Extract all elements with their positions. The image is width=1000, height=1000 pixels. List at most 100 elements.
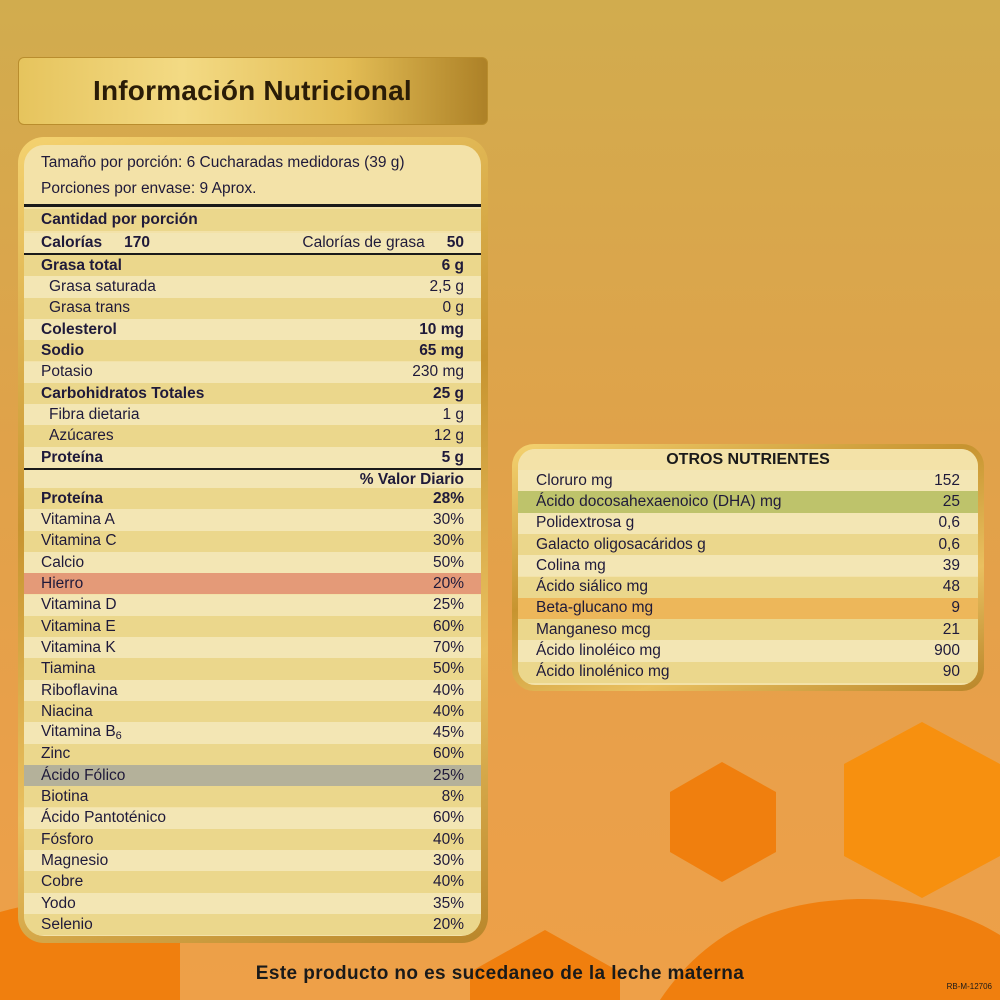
table-row: Proteína 5 g — [24, 446, 481, 468]
row-label: Vitamina E — [41, 617, 116, 635]
otros-row: Ácido linolénico mg 90 — [518, 661, 978, 683]
row-value: 90 — [942, 663, 960, 681]
page-title: Información Nutricional — [93, 75, 412, 106]
row-label: Colina mg — [536, 556, 606, 574]
row-value: 40% — [432, 830, 464, 848]
row-value: 45% — [432, 724, 464, 742]
row-value: 39 — [942, 556, 960, 574]
table-row: Grasa trans 0 g — [24, 297, 481, 319]
table-row: Potasio 230 mg — [24, 361, 481, 383]
table-row: Carbohidratos Totales 25 g — [24, 382, 481, 405]
row-label: Vitamina D — [41, 596, 117, 614]
table-row: Ácido Fólico 25% — [24, 764, 481, 787]
row-value: 30% — [432, 851, 464, 869]
row-value: 60% — [432, 745, 464, 763]
row-label: Carbohidratos Totales — [41, 384, 205, 402]
table-row: Grasa saturada 2,5 g — [24, 276, 481, 298]
row-label: Colesterol — [41, 320, 117, 338]
row-label: Biotina — [41, 788, 89, 806]
hexagon-bottom-left — [470, 930, 620, 1000]
row-value: 12 g — [433, 427, 464, 445]
table-row: Hierro 20% — [24, 573, 481, 595]
row-label: Grasa total — [41, 256, 122, 274]
table-row: Cobre 40% — [24, 871, 481, 893]
otros-row: Galacto oligosacáridos g 0,6 — [518, 533, 978, 556]
otros-title: OTROS NUTRIENTES — [518, 449, 978, 470]
row-value: 900 — [934, 642, 960, 660]
row-value: 0 g — [442, 299, 464, 317]
row-value: 60% — [432, 617, 464, 635]
row-value: 35% — [432, 894, 464, 912]
row-value: 1 g — [442, 405, 464, 423]
row-value: 40% — [432, 873, 464, 891]
table-row: Colesterol 10 mg — [24, 318, 481, 341]
row-value: 65 mg — [419, 342, 464, 360]
table-row: Yodo 35% — [24, 892, 481, 914]
row-value: 50% — [432, 660, 464, 678]
row-label: Hierro — [41, 575, 84, 593]
servings-per-container: Porciones por envase: 9 Aprox. — [41, 180, 257, 197]
row-label: Grasa trans — [49, 299, 130, 317]
otros-row: Beta-glucano mg 9 — [518, 597, 978, 620]
row-label: Polidextrosa g — [536, 514, 635, 532]
amount-header-row: Cantidad por porción — [24, 209, 481, 231]
row-label: Ácido linoléico mg — [536, 642, 661, 660]
row-value: 25 — [942, 492, 960, 510]
fat-calories-value: 50 — [446, 234, 464, 252]
row-label: Ácido Pantoténico — [41, 809, 166, 827]
row-value: 20% — [432, 915, 464, 933]
nutrition-panel: Tamaño por porción: 6 Cucharadas medidor… — [24, 145, 481, 936]
row-value: 10 mg — [419, 320, 464, 338]
table-row: Calcio 50% — [24, 551, 481, 574]
footer-disclaimer: Este producto no es sucedaneo de la lech… — [255, 963, 745, 984]
product-code: RB-M-12706 — [946, 982, 992, 991]
row-label: Ácido siálico mg — [536, 578, 648, 596]
row-label: Cobre — [41, 873, 84, 891]
calories-label: Calorías — [41, 234, 103, 252]
hexagon-large — [844, 722, 1000, 898]
table-row: Fibra dietaria 1 g — [24, 404, 481, 426]
row-value: 0,6 — [938, 535, 960, 553]
calories-value: 170 — [124, 234, 151, 252]
otros-panel: OTROS NUTRIENTES Cloruro mg 152 Ácido doco… — [518, 449, 978, 685]
table-row: Ácido Pantoténico 60% — [24, 807, 481, 829]
row-value: 0,6 — [938, 514, 960, 532]
row-value: 28% — [432, 489, 464, 507]
table-row: Proteína 28% — [24, 488, 481, 510]
table-row: Sodio 65 mg — [24, 340, 481, 362]
row-label: Grasa saturada — [49, 278, 156, 296]
table-row: Vitamina K 70% — [24, 637, 481, 659]
otros-row: Manganeso mcg 21 — [518, 619, 978, 641]
table-row: Magnesio 30% — [24, 850, 481, 872]
table-row: Tiamina 50% — [24, 658, 481, 680]
title-banner: Información Nutricional — [18, 57, 488, 125]
row-label: Tiamina — [41, 660, 96, 678]
row-label: Zinc — [41, 745, 71, 763]
wave-bottom-right — [660, 899, 1000, 1000]
otros-row: Ácido siálico mg 48 — [518, 576, 978, 598]
otros-row: Ácido linoléico mg 900 — [518, 640, 978, 662]
row-label: Vitamina B6 — [41, 722, 122, 742]
table-row: Zinc 60% — [24, 743, 481, 765]
table-row: Niacina 40% — [24, 701, 481, 723]
row-label: Proteína — [41, 489, 104, 507]
row-label: Cloruro mg — [536, 471, 613, 489]
row-label: Azúcares — [49, 427, 114, 445]
row-label: Vitamina K — [41, 638, 116, 656]
table-row: Vitamina D 25% — [24, 594, 481, 616]
row-label: Fibra dietaria — [49, 405, 140, 423]
row-label: Vitamina A — [41, 511, 115, 529]
fat-calories-label: Calorías de grasa — [302, 234, 425, 252]
row-label: Riboflavina — [41, 681, 118, 699]
row-value: 230 mg — [412, 363, 464, 381]
row-value: 50% — [432, 553, 464, 571]
row-label: Beta-glucano mg — [536, 599, 654, 617]
row-label: Calcio — [41, 553, 85, 571]
otros-row: Cloruro mg 152 — [518, 470, 978, 492]
hexagon-small — [670, 762, 776, 882]
table-row: Selenio 20% — [24, 914, 481, 936]
nutrients-divider — [24, 468, 481, 470]
row-value: 30% — [432, 532, 464, 550]
row-value: 25 g — [432, 384, 464, 402]
otros-row: Polidextrosa g 0,6 — [518, 512, 978, 534]
